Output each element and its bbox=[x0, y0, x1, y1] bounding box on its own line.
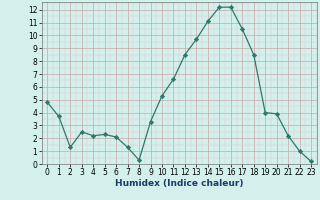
X-axis label: Humidex (Indice chaleur): Humidex (Indice chaleur) bbox=[115, 179, 244, 188]
